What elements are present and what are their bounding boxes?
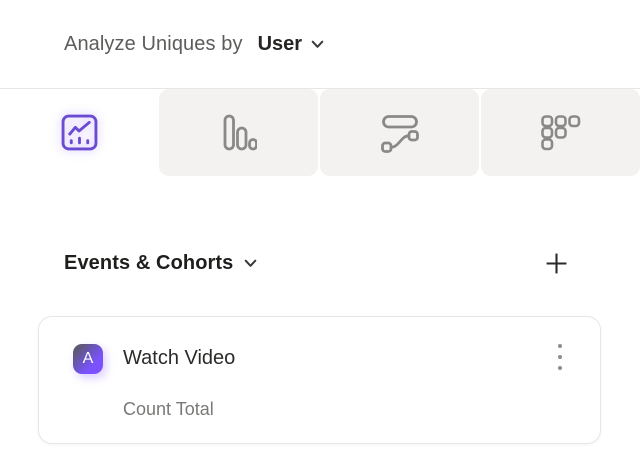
chevron-down-icon: [311, 40, 324, 48]
event-aggregation[interactable]: Count Total: [123, 399, 214, 419]
header: Analyze Uniques by User: [0, 0, 640, 89]
events-section-header: Events & Cohorts: [0, 250, 640, 276]
uniques-by-value: User: [257, 32, 303, 55]
analyze-uniques-label: Analyze Uniques by: [64, 32, 243, 55]
flows-wave-icon: [380, 114, 419, 153]
chevron-down-icon: [245, 259, 257, 267]
event-card[interactable]: A Watch Video Count Total: [38, 316, 601, 444]
tab-insights[interactable]: [0, 89, 159, 176]
uniques-by-dropdown[interactable]: User: [256, 31, 326, 58]
kebab-menu-icon[interactable]: [550, 341, 570, 373]
event-name[interactable]: Watch Video: [123, 347, 236, 369]
report-type-tabbar: [0, 89, 640, 176]
plus-icon: [546, 253, 566, 273]
events-cohorts-label: Events & Cohorts: [64, 251, 234, 274]
insights-line-chart-icon: [61, 114, 98, 151]
funnel-bars-icon: [223, 114, 257, 151]
tab-flows[interactable]: [320, 89, 479, 176]
retention-dots-icon: [540, 114, 580, 150]
tab-retention[interactable]: [481, 89, 640, 176]
tab-funnels[interactable]: [159, 89, 318, 176]
add-event-button[interactable]: [544, 251, 568, 275]
events-cohorts-dropdown[interactable]: Events & Cohorts: [64, 252, 257, 275]
event-letter-badge: A: [73, 344, 103, 374]
